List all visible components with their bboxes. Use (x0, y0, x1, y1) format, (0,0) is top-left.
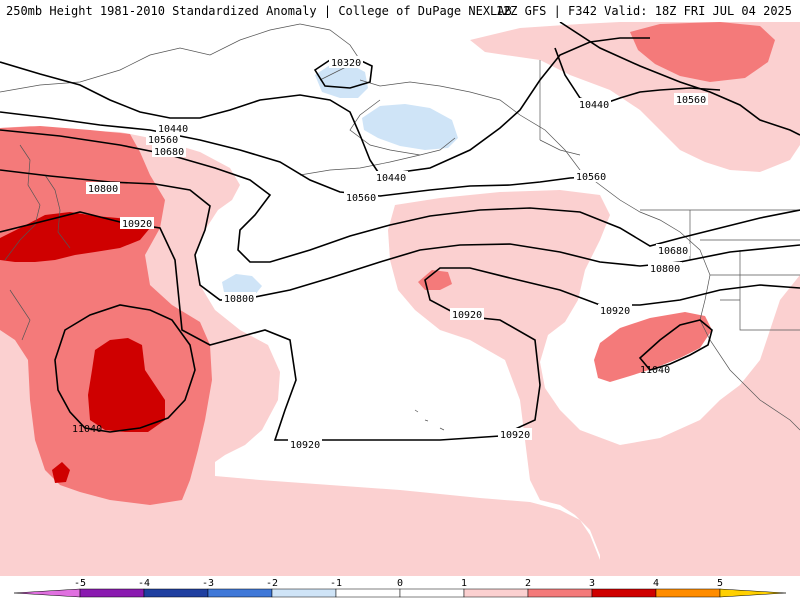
contour-11040-west (54, 304, 196, 433)
contour-10560 (0, 111, 606, 197)
label-10440-east: 10440 (579, 100, 609, 111)
label-10560-central: 10560 (346, 193, 376, 204)
anomaly-region-japan-dark (0, 212, 150, 262)
contour-11040-east (638, 319, 713, 371)
label-10680-west: 10680 (154, 147, 184, 158)
label-10440-west: 10440 (158, 124, 188, 135)
swatch-above-pos5 (719, 588, 787, 598)
contour-10560-upper (559, 22, 800, 136)
label-10560-northeast: 10560 (676, 95, 706, 106)
land-outlines (0, 23, 800, 431)
label-10680-east: 10680 (658, 246, 688, 257)
anomaly-region-bering-negative (315, 64, 368, 98)
label-10920-southeast: 10920 (500, 430, 530, 441)
anomaly-region-central-pacific-light (388, 190, 800, 576)
swatch-below-neg5 (13, 588, 81, 598)
map-header: 250mb Height 1981-2010 Standardized Anom… (0, 0, 800, 22)
label-10920-east: 10920 (600, 306, 630, 317)
anomaly-map: 10320 10440 10560 10680 10800 10920 1044… (0, 22, 800, 576)
swatch-zero-pos1 (399, 588, 465, 598)
label-10920-west: 10920 (122, 219, 152, 230)
tick-zero: 0 (397, 578, 403, 589)
swatch-pos1-pos2 (463, 588, 529, 598)
swatch-neg3-neg2 (207, 588, 273, 598)
label-10800-central: 10800 (224, 294, 254, 305)
contour-10440-north (0, 37, 650, 176)
label-10920-south: 10920 (290, 440, 320, 451)
label-10560-east: 10560 (576, 172, 606, 183)
tick-pos3: 3 (589, 578, 595, 589)
swatch-neg4-neg3 (143, 588, 209, 598)
contour-labels: 10320 10440 10560 10680 10800 10920 1044… (72, 56, 708, 451)
tick-neg5: -5 (74, 578, 86, 589)
contour-10800 (0, 169, 800, 301)
tick-pos1: 1 (461, 578, 467, 589)
label-10800-west: 10800 (88, 184, 118, 195)
label-10320: 10320 (331, 58, 361, 69)
contour-10440-east (554, 47, 721, 106)
model-run-info: 12Z GFS | F342 Valid: 18Z FRI JUL 04 202… (495, 4, 792, 18)
tick-pos4: 4 (653, 578, 659, 589)
tick-neg3: -3 (202, 578, 214, 589)
label-10920-central: 10920 (452, 310, 482, 321)
tick-pos5: 5 (717, 578, 723, 589)
tick-neg1: -1 (330, 578, 342, 589)
anomaly-region-subtropic-dark (88, 338, 165, 432)
swatch-neg1-zero (335, 588, 401, 598)
swatch-neg5-neg4 (79, 588, 145, 598)
anomaly-region-small-dark (52, 462, 70, 483)
label-10560-west: 10560 (148, 135, 178, 146)
tick-neg4: -4 (138, 578, 150, 589)
map-title: 250mb Height 1981-2010 Standardized Anom… (6, 4, 512, 18)
swatch-pos4-pos5 (655, 588, 721, 598)
swatch-neg2-neg1 (271, 588, 337, 598)
anomaly-region-north-medium (630, 22, 775, 82)
colorbar-swatches (13, 588, 787, 598)
anomaly-shading (0, 22, 800, 576)
colorbar-ticks: -5 -4 -3 -2 -1 0 1 2 3 4 5 (74, 578, 723, 589)
tick-pos2: 2 (525, 578, 531, 589)
swatch-pos2-pos3 (527, 588, 593, 598)
label-10800-east: 10800 (650, 264, 680, 275)
anomaly-colorbar: -5 -4 -3 -2 -1 0 1 2 3 4 5 (0, 576, 800, 600)
label-11040-west: 11040 (72, 424, 102, 435)
label-11040-east: 11040 (640, 365, 670, 376)
contour-10680 (0, 129, 800, 263)
anomaly-region-alaska-negative (362, 104, 458, 150)
swatch-pos3-pos4 (591, 588, 657, 598)
label-10440-central: 10440 (376, 173, 406, 184)
tick-neg2: -2 (266, 578, 278, 589)
